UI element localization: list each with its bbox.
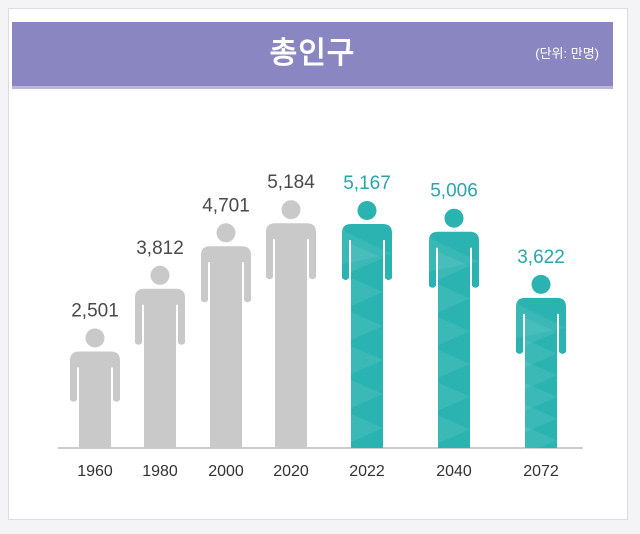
person-head xyxy=(444,208,464,228)
texture-facet xyxy=(438,284,470,313)
chart-card xyxy=(8,8,628,520)
texture-facet xyxy=(438,317,470,346)
person-head xyxy=(357,201,377,221)
texture-facet xyxy=(351,244,383,273)
person-head xyxy=(216,223,236,243)
x-tick-label: 2000 xyxy=(208,463,244,480)
value-label: 5,167 xyxy=(343,173,391,194)
texture-facet xyxy=(525,361,557,390)
person-head xyxy=(85,328,105,348)
unit-label: (단위: 만명) xyxy=(535,46,599,61)
texture-facet xyxy=(351,414,383,443)
chart-header: 총인구 (단위: 만명) xyxy=(12,22,613,86)
texture-facet xyxy=(351,278,383,307)
chart-title: 총인구 xyxy=(269,37,356,70)
person-bar-1980 xyxy=(135,265,185,448)
x-tick-label: 2022 xyxy=(349,463,385,480)
person-bar-2022 xyxy=(342,201,392,448)
value-label: 5,184 xyxy=(267,172,315,193)
person-head xyxy=(150,265,170,285)
texture-facet xyxy=(429,237,479,272)
x-tick-label: 2020 xyxy=(273,463,309,480)
texture-facet xyxy=(342,230,392,265)
person-body xyxy=(516,297,566,448)
x-tick-label: 2072 xyxy=(523,463,559,480)
person-body xyxy=(342,224,392,448)
person-head xyxy=(531,274,551,294)
person-body xyxy=(201,246,251,448)
texture-facet xyxy=(516,303,566,338)
texture-facet xyxy=(351,312,383,341)
person-body xyxy=(70,351,120,448)
value-label: 5,006 xyxy=(430,181,478,202)
texture-facet xyxy=(351,380,383,409)
x-tick-label: 1980 xyxy=(142,463,178,480)
person-body xyxy=(135,288,185,448)
texture-facet xyxy=(525,382,557,411)
texture-facet xyxy=(525,404,557,433)
texture-facet xyxy=(525,339,557,368)
texture-facet xyxy=(438,415,470,444)
texture-facet xyxy=(438,251,470,280)
value-label: 2,501 xyxy=(71,300,119,321)
texture-facet xyxy=(525,317,557,346)
person-bar-2020 xyxy=(266,200,316,448)
texture-facet xyxy=(438,349,470,378)
texture-facet xyxy=(351,346,383,375)
value-label: 3,812 xyxy=(136,238,184,259)
person-body xyxy=(429,231,479,448)
person-bar-2000 xyxy=(201,223,251,448)
person-body xyxy=(266,223,316,448)
texture-facet xyxy=(525,426,557,455)
value-label: 3,622 xyxy=(517,247,565,268)
x-tick-label: 1960 xyxy=(77,463,113,480)
value-label: 4,701 xyxy=(202,195,250,216)
texture-facet xyxy=(438,382,470,411)
person-bar-1960 xyxy=(70,328,120,448)
person-bar-2040 xyxy=(429,208,479,448)
x-tick-label: 2040 xyxy=(436,463,472,480)
person-head xyxy=(281,200,301,220)
person-bar-2072 xyxy=(516,274,566,455)
